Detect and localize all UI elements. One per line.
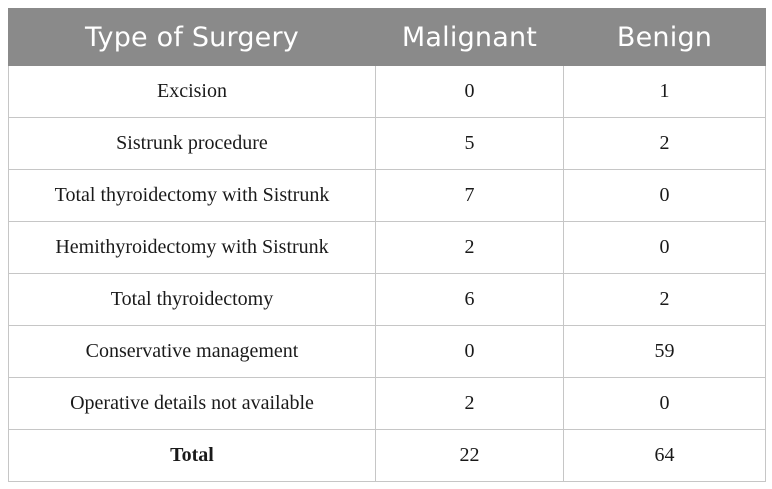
benign-count: 59 xyxy=(563,325,766,378)
surgery-outcome-table: Type of Surgery Malignant Benign Excisio… xyxy=(8,8,766,482)
table-row: Sistrunk procedure 5 2 xyxy=(8,117,766,170)
row-label: Hemithyroidectomy with Sistrunk xyxy=(8,221,376,274)
row-label: Excision xyxy=(8,65,376,118)
surgery-table-container: Type of Surgery Malignant Benign Excisio… xyxy=(8,8,766,482)
benign-count: 0 xyxy=(563,221,766,274)
malignant-count: 2 xyxy=(375,377,564,430)
table-row: Excision 0 1 xyxy=(8,65,766,118)
row-label: Sistrunk procedure xyxy=(8,117,376,170)
malignant-count: 7 xyxy=(375,169,564,222)
row-label: Conservative management xyxy=(8,325,376,378)
table-header: Type of Surgery Malignant Benign xyxy=(8,8,766,66)
malignant-count: 5 xyxy=(375,117,564,170)
table-row: Total thyroidectomy 6 2 xyxy=(8,273,766,326)
malignant-count: 0 xyxy=(375,325,564,378)
benign-count: 0 xyxy=(563,169,766,222)
row-label: Total thyroidectomy with Sistrunk xyxy=(8,169,376,222)
total-label: Total xyxy=(8,429,376,482)
header-benign: Benign xyxy=(563,8,766,66)
table-row: Operative details not available 2 0 xyxy=(8,377,766,430)
header-malignant: Malignant xyxy=(375,8,564,66)
table-body: Excision 0 1 Sistrunk procedure 5 2 Tota… xyxy=(8,65,766,482)
malignant-count: 6 xyxy=(375,273,564,326)
malignant-count: 0 xyxy=(375,65,564,118)
header-row: Type of Surgery Malignant Benign xyxy=(8,8,766,66)
benign-count: 2 xyxy=(563,117,766,170)
benign-count: 1 xyxy=(563,65,766,118)
row-label: Operative details not available xyxy=(8,377,376,430)
row-label: Total thyroidectomy xyxy=(8,273,376,326)
malignant-total: 22 xyxy=(375,429,564,482)
table-row: Conservative management 0 59 xyxy=(8,325,766,378)
total-row: Total 22 64 xyxy=(8,429,766,482)
header-type-of-surgery: Type of Surgery xyxy=(8,8,376,66)
malignant-count: 2 xyxy=(375,221,564,274)
benign-count: 2 xyxy=(563,273,766,326)
benign-count: 0 xyxy=(563,377,766,430)
benign-total: 64 xyxy=(563,429,766,482)
table-row: Hemithyroidectomy with Sistrunk 2 0 xyxy=(8,221,766,274)
table-row: Total thyroidectomy with Sistrunk 7 0 xyxy=(8,169,766,222)
